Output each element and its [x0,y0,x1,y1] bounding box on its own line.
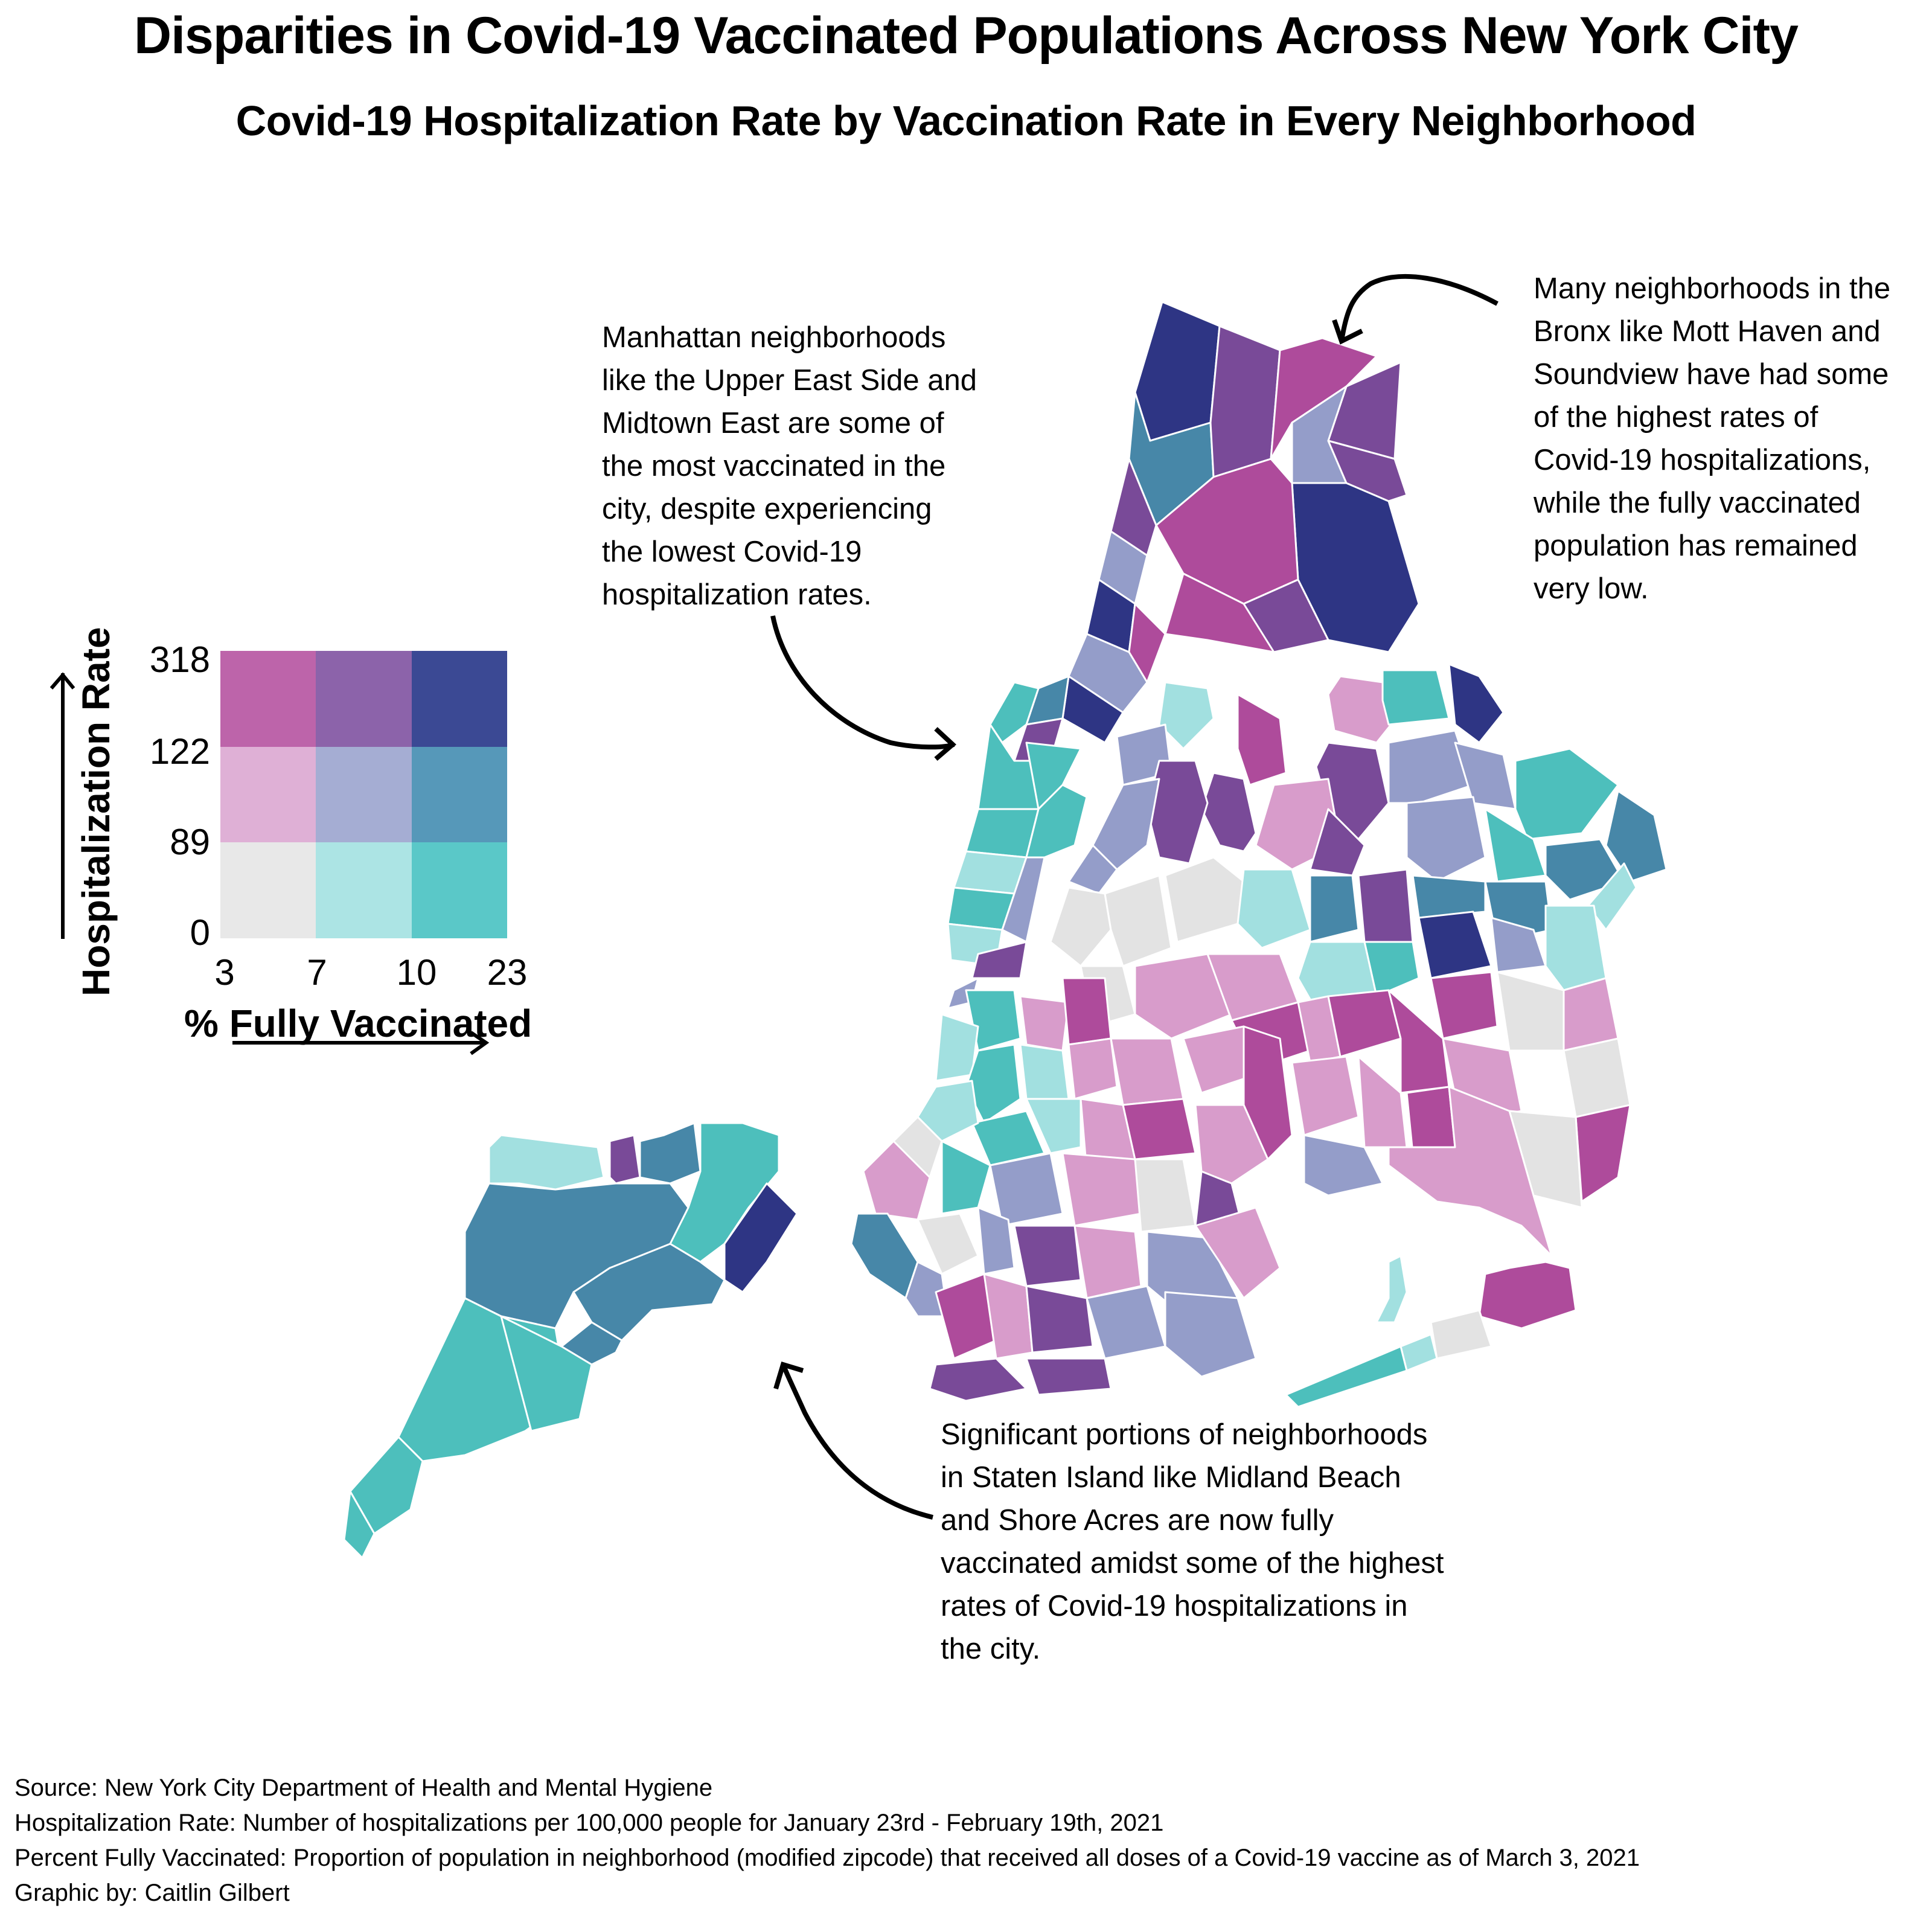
legend-cell-high-hosp-mid-vax [316,651,412,747]
bronx-arrow [1339,274,1499,342]
legend-cell-high-hosp-low-vax [220,651,316,747]
y-tick-89: 89 [170,822,210,862]
hospitalization-definition: Hospitalization Rate: Number of hospital… [14,1810,1164,1836]
legend-cell-low-hosp-low-vax [220,842,316,938]
x-tick-3: 3 [214,952,235,993]
legend-cell-low-hosp-high-vax [411,842,507,938]
manhattan-arrow [770,615,955,750]
source-line: Source: New York City Department of Heal… [14,1775,713,1801]
y-tick-122: 122 [149,731,210,772]
chart-subtitle: Covid-19 Hospitalization Rate by Vaccina… [235,97,1697,144]
source-notes: Source: New York City Department of Heal… [14,1770,1640,1910]
legend-cell-mid-hosp-high-vax [411,746,507,843]
queens-borough [1067,663,1668,1209]
staten-island-borough [343,1122,798,1559]
legend-grid [220,651,507,938]
manhattan-annotation: Manhattan neighborhoods like the Upper E… [602,321,977,611]
y-axis-label: Hospitalization Rate [74,627,118,996]
x-tick-7: 7 [307,952,327,993]
x-tick-23: 23 [487,952,528,993]
x-tick-10: 10 [396,952,437,993]
graphic-credit: Graphic by: Caitlin Gilbert [14,1880,290,1906]
y-tick-318: 318 [149,639,210,680]
manhattan-borough [947,675,1124,1010]
legend-cell-high-hosp-high-vax [411,651,507,747]
brooklyn-borough [850,874,1553,1402]
rockaways-area [1285,1255,1577,1408]
staten-island-annotation: Significant portions of neighborhoods in… [941,1418,1444,1665]
x-axis-label: % Fully Vaccinated [184,1002,533,1045]
y-tick-0: 0 [190,912,210,953]
bronx-annotation: Many neighborhoods in the Bronx like Mot… [1534,272,1891,605]
vaccination-definition: Percent Fully Vaccinated: Proportion of … [14,1845,1640,1871]
staten-island-arrow [781,1365,933,1520]
chart-title: Disparities in Covid-19 Vaccinated Popul… [134,7,1799,65]
legend-cell-mid-hosp-mid-vax [316,746,412,843]
legend-cell-low-hosp-mid-vax [316,842,412,938]
bronx-borough [1067,301,1420,714]
legend-cell-mid-hosp-low-vax [220,746,316,843]
